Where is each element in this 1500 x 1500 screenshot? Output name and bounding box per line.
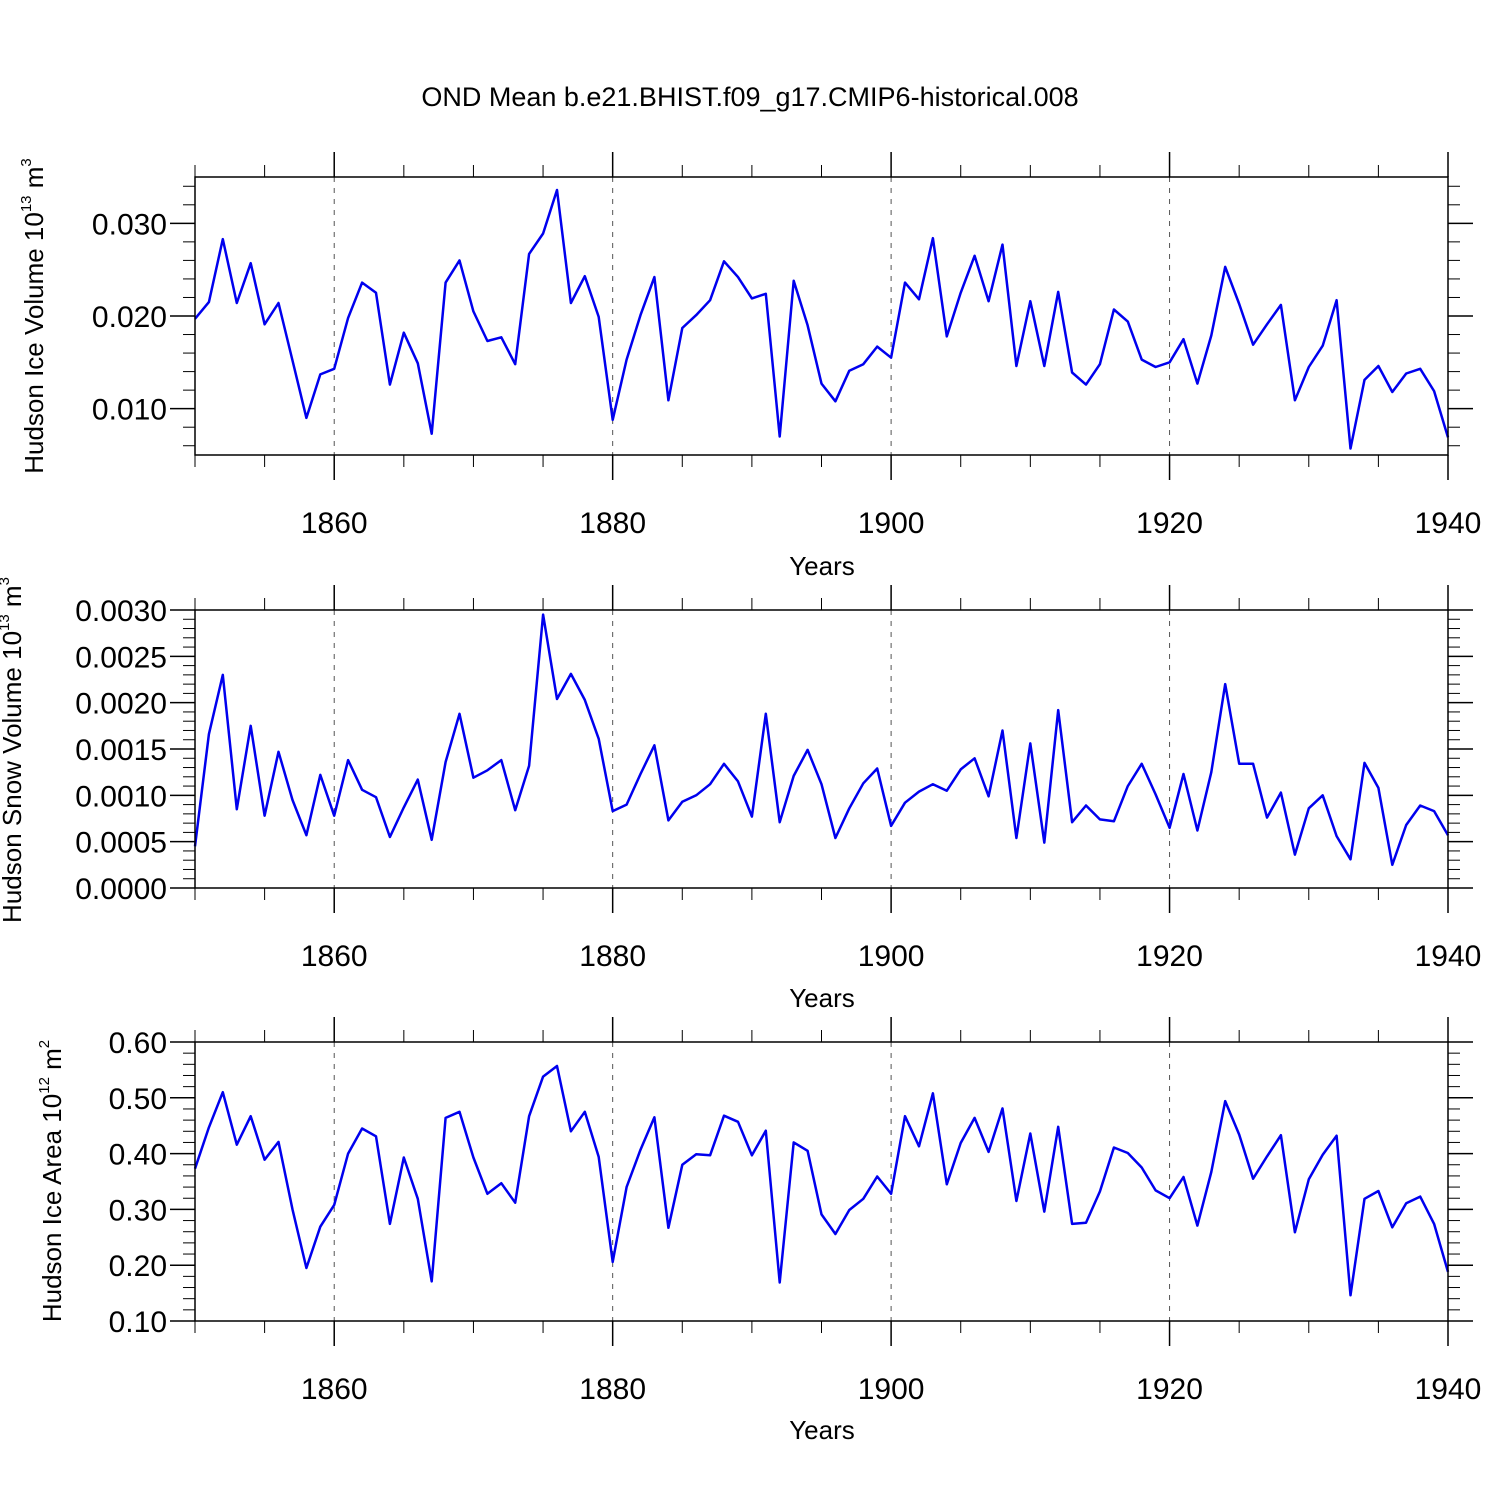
series-line-ice-area <box>193 1064 1450 1297</box>
x-tick-label: 1860 <box>301 940 368 973</box>
y-tick-label: 0.50 <box>109 1083 167 1116</box>
y-tick-label: 0.0030 <box>75 595 167 628</box>
ylabel-unit: m <box>37 1048 67 1077</box>
series-line-snow-volume <box>193 613 1450 867</box>
xlabel-ice-area: Years <box>789 1415 855 1445</box>
panel-ice-area: Hudson Ice Area 1012 m2 Years 1860 1880 19… <box>36 1017 1481 1445</box>
y-tick-label: 0.0000 <box>75 873 167 906</box>
y-tick-label: 0.20 <box>109 1250 167 1283</box>
x-tick-label: 1880 <box>579 940 646 973</box>
panel-snow-volume: Hudson Snow Volume 1013 m3 Years 1860 188… <box>0 577 1481 1013</box>
y-tick-label: 0.0025 <box>75 641 167 674</box>
x-tick-label: 1920 <box>1136 1373 1203 1406</box>
y-tick-label: 0.0020 <box>75 688 167 721</box>
x-tick-label: 1940 <box>1415 507 1482 540</box>
xlabel-snow-volume: Years <box>789 983 855 1013</box>
ylabel-ice-area: Hudson Ice Area 1012 m2 <box>36 1040 67 1322</box>
figure-title: OND Mean b.e21.BHIST.f09_g17.CMIP6-histo… <box>421 82 1078 112</box>
ylabel-unit: m <box>0 585 27 614</box>
x-tick-label: 1900 <box>858 507 925 540</box>
y-tick-label: 0.0010 <box>75 780 167 813</box>
ylabel-unit-exponent: 3 <box>0 577 13 585</box>
panel-ice-volume: Hudson Ice Volume 1013 m3 Years 1860 1880… <box>18 152 1481 581</box>
x-tick-label: 1880 <box>579 1373 646 1406</box>
ylabel-snow-volume: Hudson Snow Volume 1013 m3 <box>0 577 27 923</box>
ylabel-unit-exponent: 2 <box>36 1040 53 1048</box>
ylabel-unit: m <box>19 167 49 196</box>
x-tick-label: 1880 <box>579 507 646 540</box>
x-tick-label: 1900 <box>858 940 925 973</box>
plot-frame-ice-volume <box>194 176 1449 456</box>
x-tick-label: 1860 <box>301 1373 368 1406</box>
y-tick-label: 0.30 <box>109 1194 167 1227</box>
y-tick-label: 0.010 <box>92 394 167 427</box>
x-tick-label: 1860 <box>301 507 368 540</box>
y-tick-label: 0.0005 <box>75 827 167 860</box>
y-tick-label: 0.0015 <box>75 734 167 767</box>
y-tick-label: 0.10 <box>109 1306 167 1339</box>
y-tick-label: 0.60 <box>109 1027 167 1060</box>
plot-frame-snow-volume <box>194 609 1449 889</box>
ylabel-ice-volume: Hudson Ice Volume 1013 m3 <box>18 158 49 474</box>
y-tick-label: 0.40 <box>109 1139 167 1172</box>
xlabel-ice-volume: Years <box>789 551 855 581</box>
x-tick-label: 1920 <box>1136 940 1203 973</box>
x-tick-label: 1920 <box>1136 507 1203 540</box>
series-line-ice-volume <box>194 188 1450 450</box>
x-tick-label: 1940 <box>1415 1373 1482 1406</box>
plot-frame-ice-area <box>194 1041 1449 1322</box>
ylabel-text: Hudson Ice Volume 10 <box>19 212 49 474</box>
ylabel-unit-exponent: 3 <box>18 158 35 166</box>
ylabel-text: Hudson Ice Area 10 <box>37 1094 67 1322</box>
y-tick-label: 0.030 <box>92 208 167 241</box>
x-tick-label: 1940 <box>1415 940 1482 973</box>
x-tick-label: 1900 <box>858 1373 925 1406</box>
ylabel-exponent: 13 <box>18 195 35 212</box>
ylabel-text: Hudson Snow Volume 10 <box>0 631 27 923</box>
ylabel-exponent: 13 <box>0 614 13 631</box>
ylabel-exponent: 12 <box>36 1077 53 1094</box>
y-tick-label: 0.020 <box>92 301 167 334</box>
